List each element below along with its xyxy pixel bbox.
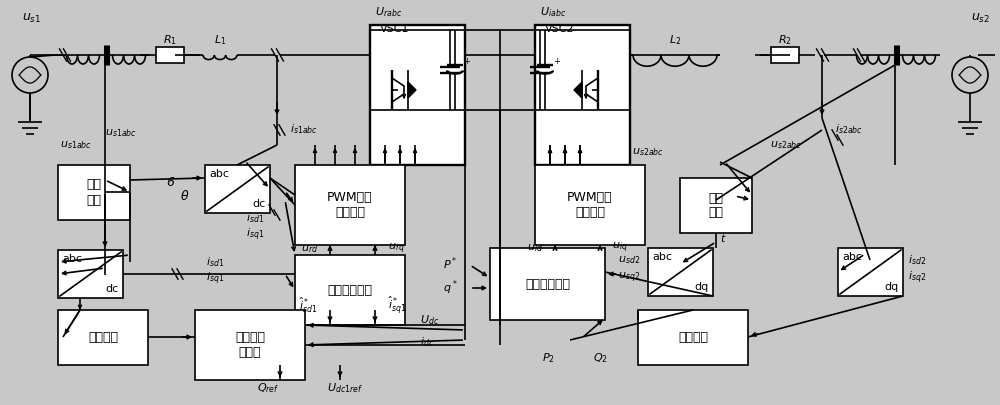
Polygon shape [408, 82, 416, 98]
Text: dc: dc [253, 199, 266, 209]
Text: abc: abc [652, 252, 672, 262]
Text: $\theta$: $\theta$ [180, 189, 190, 203]
Text: $i_{sq1}$: $i_{sq1}$ [246, 227, 264, 243]
Text: $U_{iabc}$: $U_{iabc}$ [540, 5, 566, 19]
Bar [205, 165, 270, 213]
Bar [490, 248, 605, 320]
Text: +: + [554, 57, 560, 66]
Text: $u_{rq}$: $u_{rq}$ [388, 242, 405, 256]
Text: $P_2$: $P_2$ [542, 351, 554, 365]
Text: $u_{sq2}$: $u_{sq2}$ [618, 271, 640, 285]
Text: 内环无源控制: 内环无源控制 [328, 284, 372, 296]
Text: 功率计算: 功率计算 [678, 331, 708, 344]
Text: abc: abc [842, 252, 862, 262]
Bar [295, 165, 405, 245]
Bar [370, 25, 465, 165]
Text: $u_{s2}$: $u_{s2}$ [971, 12, 990, 25]
Bar [58, 310, 148, 365]
Text: $i_{s2abc}$: $i_{s2abc}$ [835, 122, 863, 136]
Text: $u_{s2abc}$: $u_{s2abc}$ [632, 146, 664, 158]
Text: $L_1$: $L_1$ [214, 33, 226, 47]
Text: 锁相
同步: 锁相 同步 [87, 179, 102, 207]
Text: $u_{s1abc}$: $u_{s1abc}$ [60, 139, 92, 151]
Bar [58, 250, 123, 298]
Text: dc: dc [106, 284, 119, 294]
Text: 锁相
同步: 锁相 同步 [708, 192, 724, 220]
Text: $U_{dc1ref}$: $U_{dc1ref}$ [327, 381, 363, 395]
Text: PWM生成
触发脉冲: PWM生成 触发脉冲 [327, 191, 373, 219]
Bar [156, 47, 184, 63]
Text: +: + [464, 57, 470, 66]
Bar [295, 255, 405, 325]
Text: $i_{sq2}$: $i_{sq2}$ [908, 270, 926, 286]
Text: $Q_2$: $Q_2$ [593, 351, 607, 365]
Text: $u_{s1abc}$: $u_{s1abc}$ [105, 127, 137, 139]
Text: $R_1$: $R_1$ [163, 33, 177, 47]
Text: $U_{rabc}$: $U_{rabc}$ [375, 5, 402, 19]
Text: $i_{sd1}$: $i_{sd1}$ [206, 255, 224, 269]
Text: 6: 6 [166, 175, 174, 188]
Text: 无功计算: 无功计算 [88, 331, 118, 344]
Text: $Q_{ref}$: $Q_{ref}$ [257, 381, 279, 395]
Text: PWM生成
触发脉冲: PWM生成 触发脉冲 [567, 191, 613, 219]
Bar [648, 248, 713, 296]
Text: VSC2: VSC2 [545, 24, 575, 34]
Text: 无源功率控制: 无源功率控制 [525, 277, 570, 290]
Text: abc: abc [62, 254, 82, 264]
Bar [638, 310, 748, 365]
Text: 外环功率
控制器: 外环功率 控制器 [235, 331, 265, 359]
Text: $u_{id}$: $u_{id}$ [527, 242, 543, 254]
Polygon shape [574, 82, 582, 98]
Text: $\hat{i}^*_{sq1}$: $\hat{i}^*_{sq1}$ [388, 294, 407, 316]
Bar [838, 248, 903, 296]
Text: dq: dq [695, 282, 709, 292]
Text: $u_{sd2}$: $u_{sd2}$ [618, 254, 640, 266]
Text: $u_{rd}$: $u_{rd}$ [301, 243, 318, 255]
Text: $i_{s1abc}$: $i_{s1abc}$ [290, 122, 318, 136]
Text: $i_{sd1}$: $i_{sd1}$ [246, 211, 264, 225]
Text: abc: abc [209, 169, 229, 179]
Text: $\hat{i}^*_{sd1}$: $\hat{i}^*_{sd1}$ [299, 295, 318, 315]
Text: $L_2$: $L_2$ [669, 33, 681, 47]
Bar [535, 25, 630, 165]
Text: $t$: $t$ [720, 232, 727, 244]
Text: $U_{dc}$: $U_{dc}$ [420, 313, 439, 327]
Bar [58, 165, 130, 220]
Text: $i_{sq1}$: $i_{sq1}$ [206, 271, 224, 287]
Text: VSC1: VSC1 [380, 24, 410, 34]
Text: $q^*$: $q^*$ [443, 279, 458, 297]
Bar [535, 165, 645, 245]
Bar [195, 310, 305, 380]
Text: $u_{s1}$: $u_{s1}$ [22, 12, 41, 25]
Bar [771, 47, 799, 63]
Text: $R_2$: $R_2$ [778, 33, 792, 47]
Text: dq: dq [885, 282, 899, 292]
Bar [680, 178, 752, 233]
Text: $i_{sd2}$: $i_{sd2}$ [908, 253, 926, 267]
Text: $u_{s2abc}$: $u_{s2abc}$ [770, 139, 802, 151]
Text: $P^*$: $P^*$ [443, 256, 458, 272]
Text: $i_{dc}$: $i_{dc}$ [420, 335, 434, 349]
Text: $u_{iq}$: $u_{iq}$ [612, 241, 628, 255]
